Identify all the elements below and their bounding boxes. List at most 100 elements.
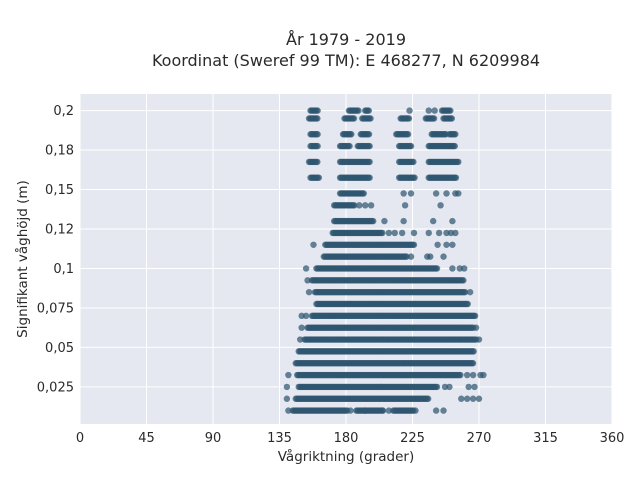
data-point — [469, 395, 477, 402]
data-point — [314, 107, 321, 114]
x-tick-label: 225 — [400, 431, 425, 446]
data-point — [441, 383, 449, 391]
y-tick-label: 0,2 — [53, 104, 74, 119]
data-point — [285, 371, 292, 379]
data-point — [446, 383, 453, 391]
data-point — [463, 371, 471, 379]
data-point — [314, 115, 321, 122]
data-point — [449, 265, 456, 272]
data-point — [440, 253, 447, 260]
data-point — [464, 300, 471, 308]
data-point — [440, 407, 447, 414]
x-tick-label: 0 — [76, 431, 84, 446]
data-point — [350, 115, 358, 122]
data-point — [448, 115, 456, 122]
data-point — [472, 324, 480, 331]
data-point — [351, 202, 358, 209]
data-point — [391, 229, 398, 237]
data-point — [410, 158, 417, 166]
data-point — [475, 336, 483, 343]
data-point — [406, 107, 413, 114]
data-point — [452, 229, 459, 237]
data-point — [435, 229, 443, 237]
data-point — [451, 142, 458, 150]
y-tick-label: 0,15 — [45, 183, 74, 198]
data-point — [356, 202, 363, 209]
data-point — [360, 190, 367, 197]
x-tick-label: 90 — [205, 431, 222, 446]
data-point — [362, 202, 369, 209]
data-point — [430, 115, 438, 122]
data-point — [455, 190, 462, 197]
data-point — [400, 217, 407, 225]
data-point — [458, 395, 465, 402]
x-tick-label: 315 — [533, 431, 558, 446]
x-axis-label: Vågriktning (grader) — [278, 448, 415, 465]
x-tick-label: 180 — [334, 431, 359, 446]
data-point — [410, 241, 418, 248]
data-point — [431, 107, 438, 114]
data-point — [447, 229, 455, 237]
data-point — [449, 217, 456, 225]
y-tick-labels: 0,025 0,05 0,075 0,1 0,12 0,15 0,18 0,2 — [37, 104, 74, 395]
data-point — [432, 190, 440, 197]
data-point — [443, 229, 450, 237]
data-point — [452, 131, 459, 138]
data-point — [403, 253, 410, 260]
y-tick-label: 0,18 — [45, 144, 74, 159]
data-point — [314, 131, 321, 138]
data-point — [381, 217, 388, 225]
data-point — [443, 190, 450, 197]
y-tick-label: 0,12 — [45, 223, 74, 238]
data-point — [412, 407, 419, 414]
x-tick-label: 360 — [600, 431, 625, 446]
data-point — [315, 174, 323, 181]
data-point — [466, 288, 474, 296]
data-point — [469, 360, 477, 367]
data-point — [310, 241, 317, 248]
data-point — [437, 202, 444, 209]
data-point — [471, 383, 478, 391]
data-point — [480, 371, 487, 379]
data-point — [452, 174, 460, 181]
data-point — [411, 174, 418, 181]
data-point — [366, 174, 373, 181]
data-point — [283, 383, 291, 391]
data-point — [455, 158, 462, 166]
y-tick-label: 0,075 — [37, 301, 74, 316]
data-point — [410, 229, 418, 237]
data-point — [302, 265, 310, 272]
y-tick-label: 0,1 — [53, 262, 74, 277]
data-point — [461, 265, 468, 272]
data-point — [456, 265, 463, 272]
data-point — [346, 142, 353, 150]
data-point — [379, 229, 386, 237]
chart-title-line-1: År 1979 - 2019 — [286, 30, 406, 49]
x-tick-label: 270 — [467, 431, 492, 446]
data-point — [407, 253, 415, 260]
data-point — [366, 142, 373, 150]
data-point — [432, 407, 440, 414]
data-point — [427, 253, 434, 260]
data-point — [465, 383, 472, 391]
y-tick-label: 0,025 — [37, 380, 74, 395]
data-point — [367, 115, 374, 122]
data-point — [470, 348, 477, 355]
data-point — [355, 107, 362, 114]
data-point — [447, 107, 454, 114]
data-point — [314, 158, 321, 166]
data-point — [443, 241, 450, 248]
data-point — [469, 371, 477, 379]
data-point — [385, 229, 393, 237]
data-point — [285, 407, 292, 414]
data-point — [457, 371, 464, 379]
data-point — [365, 107, 372, 114]
data-point — [433, 383, 441, 391]
data-point — [425, 229, 432, 237]
data-point — [348, 131, 355, 138]
scatter-points — [283, 107, 487, 414]
data-point — [365, 131, 373, 138]
data-point — [460, 277, 467, 284]
data-point — [298, 312, 305, 320]
